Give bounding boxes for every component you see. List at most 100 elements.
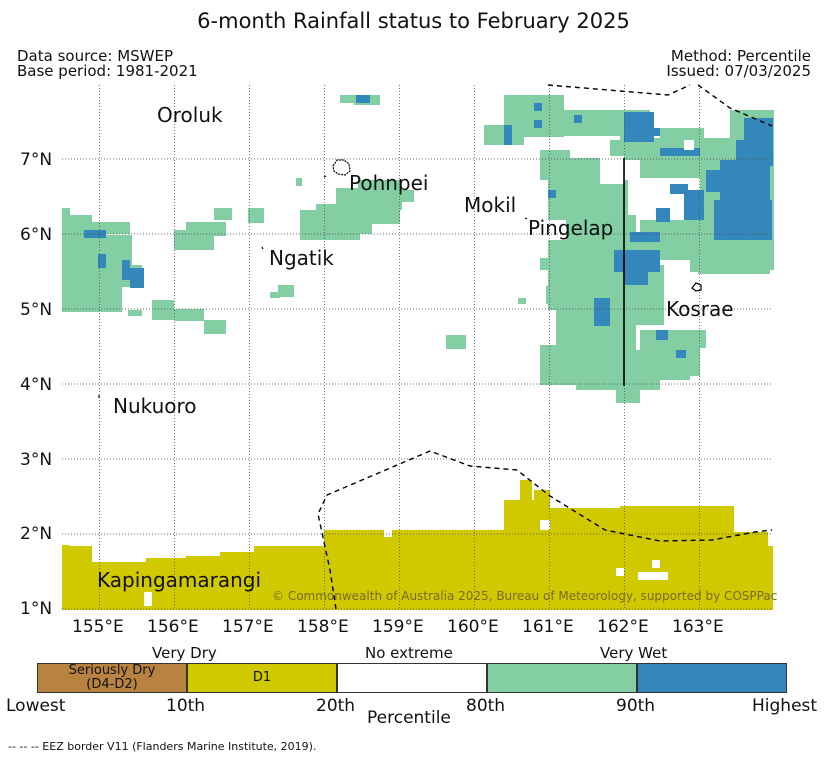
legend-colorbar: Seriously Dry (D4-D2) D1 bbox=[37, 663, 787, 693]
eez-footnote: -- -- -- EEZ border V11 (Flanders Marine… bbox=[8, 740, 317, 753]
very-wet-cell bbox=[518, 298, 526, 304]
kosrae-island-outline bbox=[691, 282, 702, 292]
very-wet-cell bbox=[610, 140, 640, 160]
highest-percentile-cell bbox=[670, 184, 688, 194]
mokil-marker bbox=[524, 217, 528, 220]
very-wet-cell bbox=[62, 268, 122, 312]
very-wet-cell bbox=[296, 178, 302, 186]
no-extreme-cell bbox=[688, 272, 698, 280]
lon-tick-158e: 158°E bbox=[297, 617, 349, 637]
dry-percentile-cell bbox=[186, 556, 220, 610]
no-extreme-cell bbox=[616, 568, 624, 576]
ngatik-marker bbox=[261, 246, 264, 250]
very-wet-cell bbox=[616, 385, 640, 403]
legend-seg-no-extreme bbox=[337, 663, 487, 693]
lat-tick-6n: 6°N bbox=[20, 225, 53, 245]
legend-category-very-dry: Very Dry bbox=[152, 644, 217, 662]
dry-percentile-cell bbox=[620, 506, 726, 610]
dry-percentile-cell bbox=[734, 532, 768, 610]
dry-percentile-cell bbox=[392, 530, 504, 610]
very-wet-cell bbox=[278, 285, 294, 297]
highest-percentile-cell bbox=[534, 120, 542, 128]
dry-percentile-cell bbox=[62, 545, 70, 610]
place-mokil: Mokil bbox=[464, 193, 517, 217]
very-wet-cell bbox=[62, 208, 70, 238]
very-wet-cell bbox=[248, 208, 264, 223]
highest-percentile-cell bbox=[574, 115, 582, 123]
very-wet-cell bbox=[340, 95, 354, 103]
no-extreme-cell bbox=[600, 156, 624, 184]
very-wet-cell bbox=[690, 250, 770, 274]
highest-percentile-cell bbox=[130, 268, 144, 288]
very-wet-cell bbox=[540, 150, 570, 180]
dry-percentile-cell bbox=[726, 506, 734, 610]
eez-border-south bbox=[317, 450, 773, 610]
very-wet-cell bbox=[174, 309, 204, 321]
lon-tick-156e: 156°E bbox=[147, 617, 199, 637]
very-wet-cell bbox=[546, 286, 554, 304]
highest-percentile-cell bbox=[624, 265, 648, 285]
dry-percentile-cell bbox=[220, 552, 254, 610]
very-wet-cell bbox=[446, 335, 466, 349]
map-title: 6-month Rainfall status to February 2025 bbox=[197, 9, 630, 33]
lat-tick-7n: 7°N bbox=[20, 150, 53, 170]
pohnpei-island-outline bbox=[332, 159, 351, 176]
method-label: Method: Percentile bbox=[670, 47, 811, 65]
island-outlines bbox=[98, 159, 702, 398]
base-period-label: Base period: 1981-2021 bbox=[17, 62, 198, 80]
legend-seg-d1: D1 bbox=[187, 663, 337, 693]
highest-percentile-cell bbox=[630, 232, 660, 242]
very-wet-cell bbox=[62, 235, 132, 270]
copyright-notice: © Commonwealth of Australia 2025, Bureau… bbox=[272, 589, 778, 603]
very-wet-cell bbox=[358, 180, 402, 210]
dry-percentile-cell bbox=[504, 500, 534, 610]
pohnpei-reef-marker bbox=[323, 175, 327, 178]
lat-tick-3n: 3°N bbox=[20, 450, 53, 470]
dry-percentile-cell bbox=[550, 508, 620, 610]
eez-border-north bbox=[547, 84, 691, 96]
lon-tick-155e: 155°E bbox=[72, 617, 124, 637]
very-wet-cell bbox=[270, 292, 280, 298]
highest-percentile-cell bbox=[656, 208, 670, 222]
highest-percentile-cell bbox=[548, 190, 556, 198]
place-oroluk: Oroluk bbox=[157, 103, 223, 127]
legend-axis-label: Percentile bbox=[367, 708, 451, 728]
very-wet-cell bbox=[128, 310, 142, 316]
highest-percentile-cell bbox=[594, 298, 610, 326]
legend-label-20th: 20th bbox=[316, 696, 356, 716]
legend-label-highest: Highest bbox=[752, 696, 818, 716]
eez-borders bbox=[317, 84, 773, 610]
no-extreme-cell bbox=[638, 572, 668, 580]
very-wet-cell bbox=[660, 370, 690, 380]
highest-percentile-cell bbox=[652, 128, 660, 136]
no-extreme-cell bbox=[144, 592, 152, 606]
very-wet-cell bbox=[548, 180, 628, 220]
legend-seg-very-wet bbox=[487, 663, 637, 693]
very-wet-cell bbox=[186, 222, 226, 236]
legend-category-no-extreme: No extreme bbox=[365, 644, 453, 662]
place-pohnpei: Pohnpei bbox=[349, 171, 429, 195]
legend-label-80th: 80th bbox=[466, 696, 506, 716]
lon-tick-162e: 162°E bbox=[597, 617, 649, 637]
dry-percentile-cell bbox=[384, 537, 392, 610]
legend-seg-highest bbox=[637, 663, 787, 693]
legend-label-90th: 90th bbox=[616, 696, 656, 716]
highest-percentile-cell bbox=[660, 148, 700, 156]
very-wet-cell bbox=[214, 208, 232, 220]
dry-percentile-cell bbox=[520, 480, 532, 500]
dry-percentile-cell bbox=[70, 546, 92, 610]
dry-percentile-cell bbox=[768, 546, 773, 610]
highest-percentile-cell bbox=[714, 200, 772, 240]
legend-seg-seriously-dry: Seriously Dry (D4-D2) bbox=[37, 663, 187, 693]
lat-tick-5n: 5°N bbox=[20, 300, 53, 320]
dry-percentile-cell bbox=[146, 558, 186, 610]
very-wet-cell bbox=[400, 190, 414, 202]
legend-label-10th: 10th bbox=[166, 696, 206, 716]
place-kapingamarangi: Kapingamarangi bbox=[97, 568, 262, 592]
place-kosrae: Kosrae bbox=[666, 297, 734, 321]
very-wet-cell bbox=[204, 320, 226, 334]
highest-percentile-cell bbox=[98, 254, 106, 268]
very-wet-cell bbox=[152, 300, 174, 320]
rainfall-percentile-cells bbox=[62, 95, 774, 610]
